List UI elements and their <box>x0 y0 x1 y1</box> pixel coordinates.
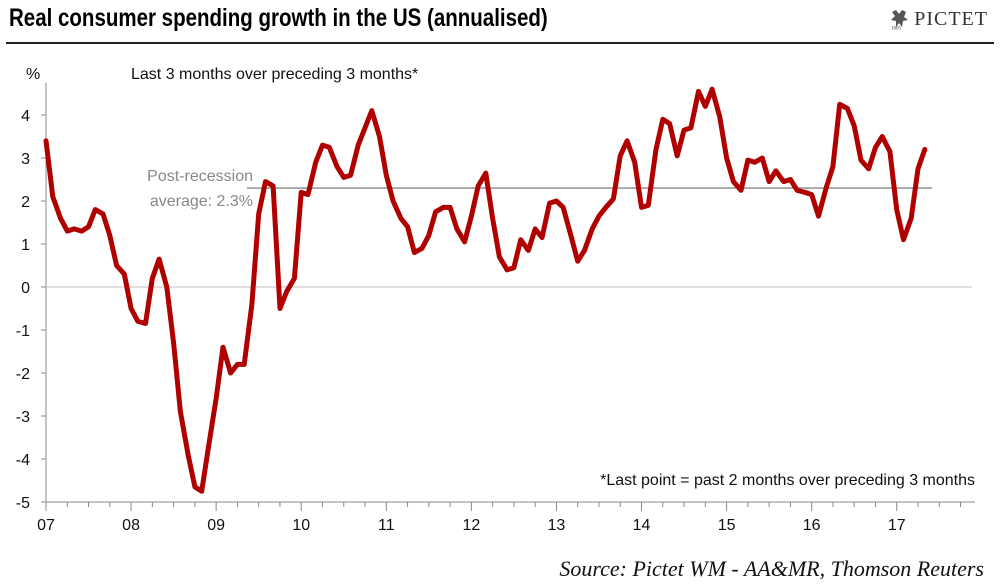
y-tick-label: -5 <box>16 495 30 512</box>
y-tick-label: 0 <box>21 280 30 297</box>
logo-text: PICTET <box>914 8 988 30</box>
x-tick-label: 09 <box>207 517 225 534</box>
y-axis-label: % <box>26 66 40 83</box>
chart-title: Real consumer spending growth in the US … <box>9 4 548 32</box>
x-tick-label: 08 <box>122 517 140 534</box>
x-tick-label: 12 <box>462 517 480 534</box>
chart-subtitle: Last 3 months over preceding 3 months* <box>131 66 418 83</box>
title-divider <box>6 42 994 44</box>
x-tick-label: 10 <box>292 517 310 534</box>
x-tick-label: 17 <box>888 517 906 534</box>
x-tick-label: 15 <box>718 517 736 534</box>
y-tick-label: 4 <box>21 108 30 125</box>
x-tick-label: 07 <box>37 517 55 534</box>
pictet-logo: 1805 PICTET <box>890 8 988 30</box>
x-tick-label: 13 <box>548 517 566 534</box>
y-tick-label: -3 <box>16 409 30 426</box>
y-tick-label: 2 <box>21 194 30 211</box>
x-tick-label: 11 <box>378 517 395 534</box>
logo-year: 1805 <box>891 27 902 31</box>
x-tick-label: 16 <box>803 517 821 534</box>
y-tick-label: -2 <box>16 366 30 383</box>
y-tick-label: 3 <box>21 151 30 168</box>
reference-label-line1: Post-recession <box>147 168 253 185</box>
series-line <box>43 86 928 494</box>
y-tick-label: -1 <box>16 323 30 340</box>
chart-footnote: *Last point = past 2 months over precedi… <box>600 472 975 489</box>
pictet-emblem-icon: 1805 <box>891 10 909 31</box>
source-note: Source: Pictet WM - AA&MR, Thomson Reute… <box>559 556 984 581</box>
y-tick-label: 1 <box>21 237 30 254</box>
reference-label-line2: average: 2.3% <box>150 193 253 210</box>
y-tick-label: -4 <box>16 452 30 469</box>
x-tick-label: 14 <box>633 517 651 534</box>
